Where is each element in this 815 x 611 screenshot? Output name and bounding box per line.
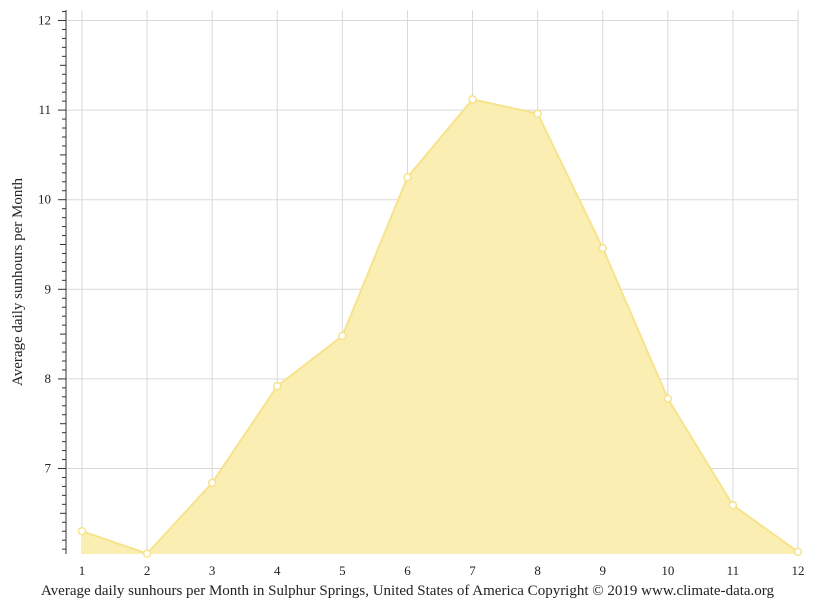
data-point xyxy=(793,547,803,557)
data-points xyxy=(77,95,803,558)
data-point xyxy=(663,394,673,403)
x-tick-label: 11 xyxy=(727,563,740,578)
y-tick-label: 7 xyxy=(45,461,52,476)
y-tick-label: 10 xyxy=(38,192,51,207)
x-tick-label: 9 xyxy=(599,563,606,578)
data-point xyxy=(403,173,412,182)
y-tick-label: 11 xyxy=(38,102,51,117)
y-axis-label: Average daily sunhours per Month xyxy=(10,178,26,387)
x-tick-label: 12 xyxy=(792,563,805,578)
x-tick-label: 6 xyxy=(404,563,411,578)
area-series xyxy=(81,98,799,555)
y-tick-label: 8 xyxy=(45,371,52,386)
y-tick-label: 12 xyxy=(38,13,51,28)
series-line xyxy=(81,98,799,555)
x-axis-ticks: 1 2 3 4 5 6 7 8 9 10 11 12 xyxy=(79,563,805,578)
x-tick-label: 10 xyxy=(661,563,674,578)
y-tick-label: 9 xyxy=(45,281,52,296)
data-point xyxy=(273,381,282,391)
chart-caption: Average daily sunhours per Month in Sulp… xyxy=(40,583,775,599)
x-tick-label: 4 xyxy=(274,563,281,578)
x-tick-label: 2 xyxy=(144,563,151,578)
area-fill xyxy=(82,99,798,555)
data-point xyxy=(468,95,477,104)
data-point xyxy=(728,500,738,510)
data-point xyxy=(207,478,217,488)
x-tick-label: 3 xyxy=(209,563,216,578)
x-tick-label: 1 xyxy=(79,563,86,578)
data-point xyxy=(533,109,542,118)
x-tick-label: 7 xyxy=(469,563,476,578)
x-tick-label: 8 xyxy=(534,563,541,578)
data-point xyxy=(598,243,607,253)
data-point xyxy=(142,549,152,558)
data-point xyxy=(338,331,347,341)
data-point xyxy=(77,526,87,536)
x-tick-label: 5 xyxy=(339,563,346,578)
y-axis: 7 8 9 10 11 12 xyxy=(38,10,67,554)
